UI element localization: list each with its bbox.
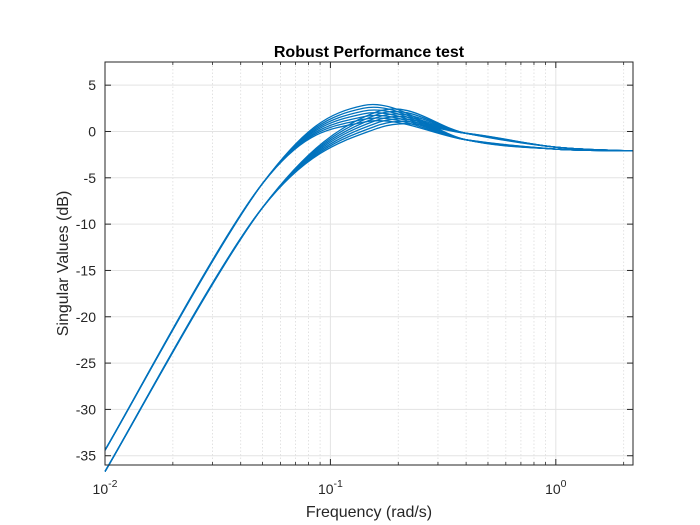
- y-tick-label: -5: [84, 170, 97, 186]
- x-tick-label: 100: [545, 478, 567, 497]
- y-tick-label: -20: [76, 309, 96, 325]
- plot-area: [105, 62, 633, 465]
- axes-box: [104, 61, 634, 466]
- y-tick-label: -30: [76, 401, 96, 417]
- y-tick-labels: 5 0 -5 -10 -15 -20 -25 -30 -35: [76, 77, 96, 464]
- series-group: [104, 103, 634, 472]
- y-tick-label: -10: [76, 216, 96, 232]
- y-tick-label: 5: [88, 77, 96, 93]
- series-line: [104, 123, 634, 472]
- x-tick-label: 10-1: [318, 478, 343, 497]
- y-tick-label: -35: [76, 448, 96, 464]
- y-tick-label: -15: [76, 262, 96, 278]
- y-axis-label: Singular Values (dB): [55, 191, 72, 337]
- x-tick-labels: 10-2 10-1 100: [93, 478, 567, 497]
- y-tick-label: -25: [76, 355, 96, 371]
- chart-title: Robust Performance test: [274, 44, 465, 61]
- x-tick-label: 10-2: [93, 478, 118, 497]
- tick-marks: [104, 62, 633, 465]
- y-tick-label: 0: [88, 123, 96, 139]
- x-axis-label: Frequency (rad/s): [306, 504, 432, 521]
